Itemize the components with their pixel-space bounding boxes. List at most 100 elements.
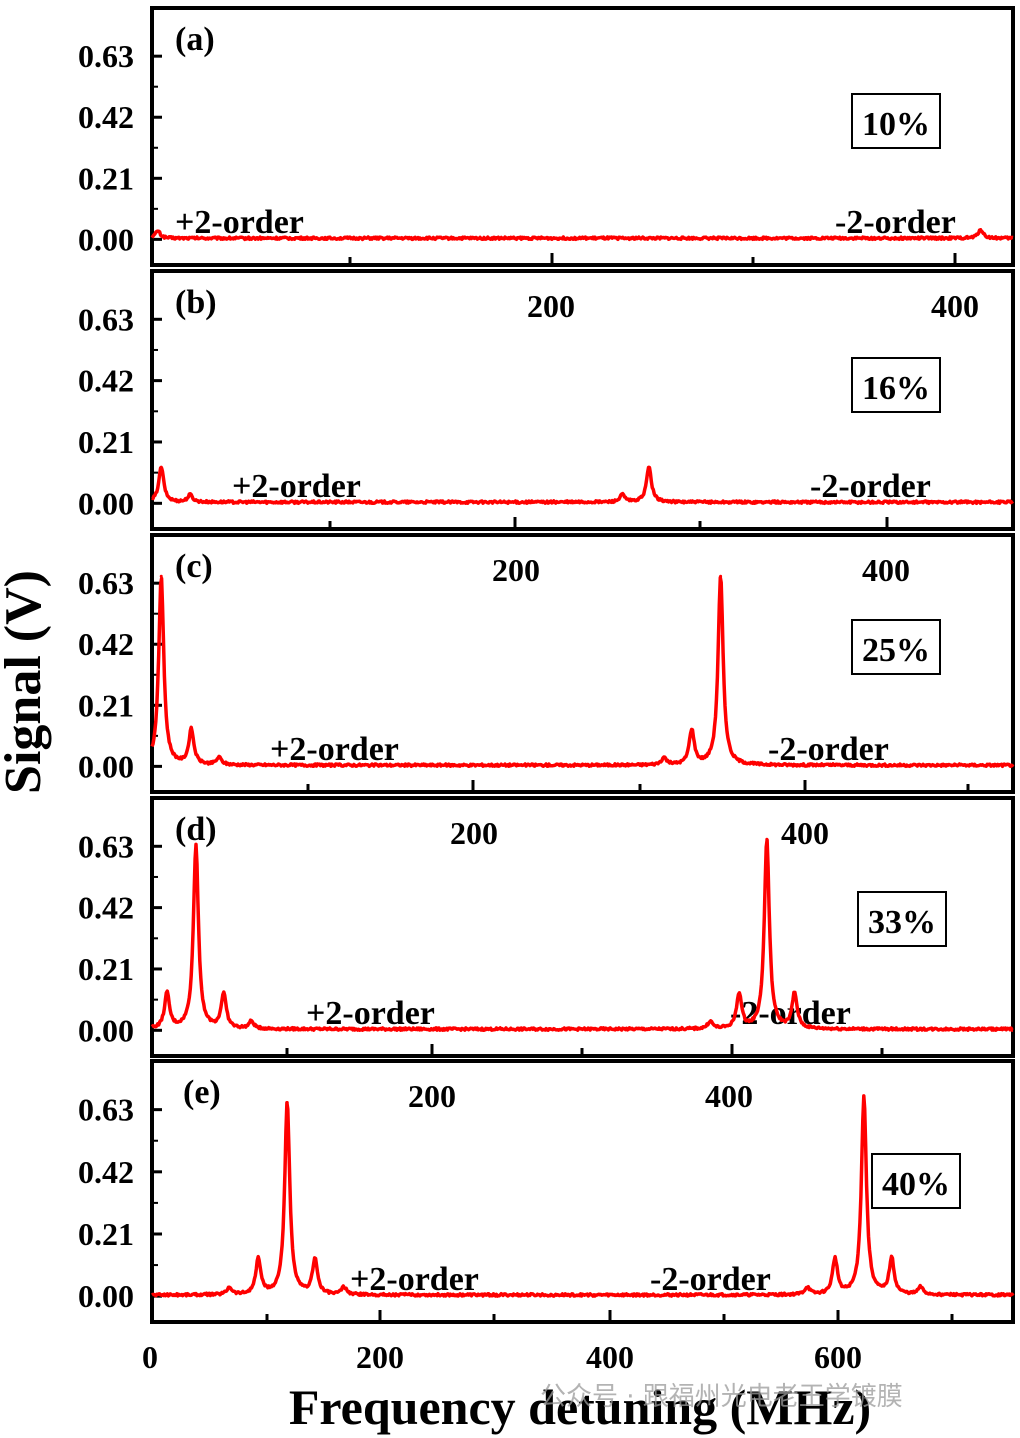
- panel-1: 0.63 0.42 0.21 0.00 (a) 10% +2-order -2-order: [78, 6, 1015, 267]
- peak-point: [249, 1020, 253, 1024]
- plus-order-label: +2-order: [175, 204, 304, 241]
- panel-2: 0.63 0.42 0.21 0.00 200 400 (b) 16% +2-order -2-o…: [78, 269, 1015, 531]
- percent-label: 25%: [862, 632, 930, 669]
- peak-point: [165, 992, 169, 996]
- percent-label: 10%: [862, 106, 930, 143]
- percent-label: 16%: [862, 370, 930, 407]
- signal-trace: [150, 575, 1015, 769]
- peak-point: [890, 1257, 894, 1261]
- y-tick-label: 0.21: [78, 951, 134, 987]
- percent-box: [871, 1153, 961, 1209]
- y-tick-label: 0.63: [78, 38, 134, 74]
- y-axis-label: Signal (V): [0, 570, 52, 794]
- peak-point: [719, 574, 723, 578]
- y-tick-label: 0.21: [78, 424, 134, 460]
- peak-point: [285, 1101, 289, 1105]
- y-tick-label: 0.63: [78, 565, 134, 601]
- peak-point: [313, 1257, 317, 1261]
- peak-point: [227, 1286, 231, 1290]
- peak-point: [765, 837, 769, 841]
- peak-point: [805, 1286, 809, 1290]
- panel-frame: [150, 6, 1015, 267]
- y-tick-label: 0.00: [78, 221, 134, 257]
- percent-label: 33%: [868, 904, 936, 941]
- x-tick-label: 200: [356, 1339, 404, 1375]
- peak-point: [737, 992, 741, 996]
- peak-point: [194, 843, 198, 847]
- minus-order-label: -2-order: [835, 204, 956, 241]
- y-tick-label: 0.42: [78, 890, 134, 926]
- peak-point: [342, 1286, 346, 1290]
- y-tick-label: 0.00: [78, 1012, 134, 1048]
- top-tick-label: 200: [450, 815, 498, 851]
- y-tick-label: 0.42: [78, 1154, 134, 1190]
- signal-trace: [150, 1094, 1015, 1298]
- y-tick-label: 0.42: [78, 626, 134, 662]
- panel-3: 0.63 0.42 0.21 0.00 200 400 (c) 25% +2-order -2-o…: [78, 533, 1015, 794]
- panel-frame: [150, 1059, 1015, 1324]
- panel-label: (a): [175, 21, 215, 58]
- y-tick-label: 0.63: [78, 1092, 134, 1128]
- peak-point: [159, 465, 163, 469]
- y-tick-label: 0.21: [78, 687, 134, 723]
- peak-point: [690, 728, 694, 732]
- y-tick-label: 0.42: [78, 363, 134, 399]
- x-tick-label: 600: [814, 1339, 862, 1375]
- panel-5: 0.63 0.42 0.21 0.00 200 400 (e) 40% +2-order -2-o…: [78, 1059, 1015, 1375]
- top-tick-label: 200: [527, 288, 575, 324]
- signal-trace: [151, 465, 1015, 506]
- y-tick-label: 0.21: [78, 160, 134, 196]
- top-tick-label: 200: [492, 552, 540, 588]
- peak-point: [217, 756, 221, 760]
- peak-point: [159, 574, 163, 578]
- y-tick-label: 0.00: [78, 485, 134, 521]
- x-axis-label: Frequency detuning (MHz): [289, 1379, 871, 1435]
- percent-box: [851, 93, 941, 149]
- y-tick-label: 0.21: [78, 1216, 134, 1252]
- peak-point: [919, 1286, 923, 1290]
- peak-point: [222, 992, 226, 996]
- minus-order-label: -2-order: [810, 468, 931, 505]
- plus-order-label: +2-order: [306, 995, 435, 1032]
- top-tick-label: 400: [781, 815, 829, 851]
- y-tick-label: 0.63: [78, 301, 134, 337]
- signal-trace: [150, 228, 1014, 242]
- peak-point: [793, 992, 797, 996]
- peak-point: [708, 1020, 712, 1024]
- panel-label: (b): [175, 284, 217, 321]
- percent-box: [851, 619, 941, 675]
- x-tick-label: 0: [142, 1339, 158, 1375]
- plus-order-label: +2-order: [232, 468, 361, 505]
- peak-point: [862, 1095, 866, 1099]
- peak-point: [188, 493, 192, 497]
- peak-point: [979, 227, 983, 231]
- plus-order-label: +2-order: [350, 1261, 479, 1298]
- plus-order-label: +2-order: [270, 731, 399, 768]
- y-tick-label: 0.63: [78, 828, 134, 864]
- peak-point: [256, 1257, 260, 1261]
- panels-group: 0.630.420.210.00(a)10%+2-order -2-order0.…: [78, 6, 1015, 1375]
- panel-frame: [150, 269, 1015, 531]
- panel-label: (e): [183, 1074, 221, 1111]
- peak-point: [620, 493, 624, 497]
- x-tick-label: 400: [586, 1339, 634, 1375]
- minus-order-label: -2-order: [768, 731, 889, 768]
- peak-point: [647, 465, 651, 469]
- top-tick-label: 400: [931, 288, 979, 324]
- peak-point: [189, 728, 193, 732]
- watermark-text: 公众号 · 跟福州光电老王学镀膜: [540, 1382, 903, 1412]
- panel-frame: [150, 533, 1015, 794]
- top-tick-label: 200: [408, 1078, 456, 1114]
- top-tick-label: 400: [705, 1078, 753, 1114]
- percent-box: [851, 357, 941, 413]
- peak-point: [156, 229, 160, 233]
- percent-box: [857, 891, 947, 947]
- minus-order-label: -2-order: [650, 1261, 771, 1298]
- percent-label: 40%: [882, 1166, 950, 1203]
- y-tick-label: 0.00: [78, 1278, 134, 1314]
- y-tick-label: 0.00: [78, 748, 134, 784]
- panel-label: (c): [175, 548, 213, 585]
- panel-label: (d): [175, 811, 217, 848]
